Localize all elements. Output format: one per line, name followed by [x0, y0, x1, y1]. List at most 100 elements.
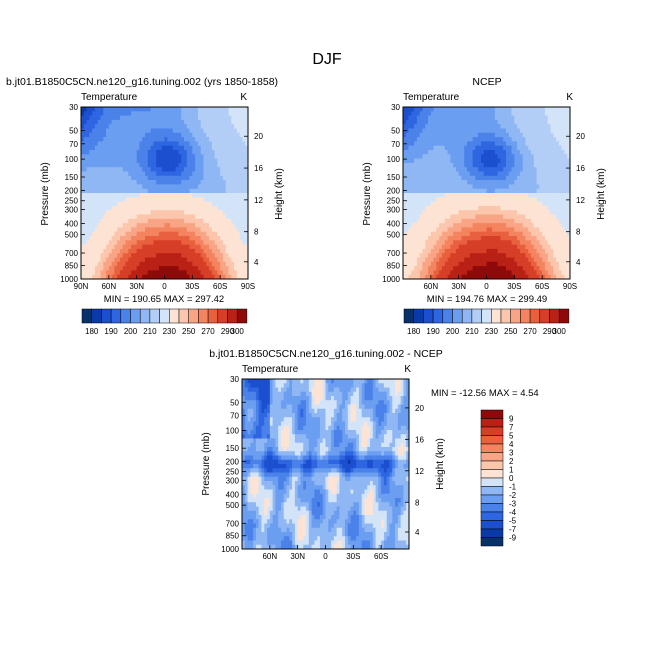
heatmap-cell [183, 132, 188, 138]
heatmap-cell [378, 379, 382, 384]
heatmap-cell [203, 253, 207, 258]
heatmap-cell [416, 162, 421, 168]
heatmap-cell [153, 231, 157, 237]
heatmap-cell [122, 145, 126, 151]
heatmap-cell [209, 167, 213, 172]
heatmap-cell [522, 184, 526, 190]
heatmap-cell [156, 257, 160, 263]
heatmap-cell [508, 248, 512, 254]
heatmap-cell [416, 210, 421, 215]
heatmap-cell [203, 145, 207, 151]
heatmap-cell [550, 236, 554, 241]
heatmap-cell [561, 201, 565, 207]
heatmap-cell [156, 158, 160, 164]
heatmap-cell [181, 107, 185, 112]
heatmap-cell [492, 107, 496, 112]
heatmap-cell [161, 124, 165, 129]
heatmap-cell [539, 236, 543, 241]
heatmap-cell [197, 175, 202, 181]
heatmap-cell [500, 158, 504, 164]
heatmap-cell [531, 201, 535, 207]
heatmap-cell [231, 175, 235, 181]
heatmap-cell [247, 383, 251, 388]
heatmap-cell [225, 171, 229, 177]
heatmap-cell [472, 158, 476, 164]
heatmap-cell [139, 253, 143, 258]
heatmap-cell [436, 223, 440, 228]
heatmap-cell [217, 167, 221, 172]
heatmap-cell [542, 197, 546, 202]
heatmap-cell [203, 244, 207, 250]
heatmap-cell [200, 115, 204, 121]
heatmap-cell [222, 270, 227, 276]
heatmap-cell [430, 167, 434, 172]
heatmap-cell [536, 266, 540, 271]
heatmap-cell [153, 193, 157, 198]
heatmap-cell [556, 107, 560, 112]
heatmap-cell [536, 141, 540, 147]
heatmap-cell [292, 379, 296, 384]
heatmap-cell [519, 137, 524, 142]
heatmap-cell [422, 193, 426, 198]
heatmap-cell [556, 240, 560, 245]
heatmap-cell [86, 128, 90, 134]
heatmap-cell [231, 171, 235, 177]
heatmap-cell [206, 253, 210, 258]
heatmap-cell [220, 214, 224, 220]
heatmap-cell [150, 111, 154, 116]
heatmap-cell [181, 132, 185, 138]
heatmap-cell [234, 119, 238, 125]
heatmap-cell [419, 248, 423, 254]
heatmap-cell [239, 223, 243, 228]
heatmap-cell [500, 167, 504, 172]
heatmap-cell [439, 167, 443, 172]
heatmap-cell [133, 193, 138, 198]
heatmap-cell [444, 218, 448, 224]
heatmap-cell [234, 240, 238, 245]
heatmap-cell [103, 248, 107, 254]
heatmap-cell [217, 266, 221, 271]
heatmap-cell [234, 236, 238, 241]
heatmap-cell [492, 274, 496, 280]
heatmap-cell [175, 210, 179, 215]
heatmap-cell [89, 201, 93, 207]
heatmap-cell [178, 158, 182, 164]
heatmap-cell [461, 145, 465, 151]
heatmap-cell [403, 231, 407, 237]
heatmap-cell [486, 132, 490, 138]
heatmap-cell [197, 197, 202, 202]
heatmap-cell [436, 154, 440, 159]
heatmap-cell [478, 188, 482, 194]
heatmap-cell [178, 244, 182, 250]
heatmap-cell [83, 111, 87, 116]
heatmap-cell [106, 253, 110, 258]
heatmap-cell [106, 119, 110, 125]
panel-subtitle: Temperature [242, 364, 299, 375]
heatmap-cell [89, 145, 93, 151]
heatmap-cell [550, 107, 554, 112]
heatmap-cell [492, 261, 496, 267]
heatmap-cell [128, 257, 132, 263]
heatmap-cell [197, 167, 202, 172]
heatmap-cell [436, 124, 440, 129]
heatmap-cell [86, 158, 90, 164]
heatmap-cell [458, 115, 462, 121]
heatmap-cell [489, 132, 493, 138]
heatmap-cell [564, 274, 568, 280]
heatmap-cell [397, 379, 401, 384]
heatmap-cell [494, 253, 498, 258]
heatmap-cell [142, 214, 146, 220]
heatmap-cell [195, 236, 199, 241]
heatmap-cell [242, 379, 246, 384]
heatmap-cell [539, 107, 543, 112]
heatmap-cell [89, 223, 93, 228]
heatmap-cell [539, 240, 543, 245]
heatmap-cell [497, 223, 501, 228]
heatmap-cell [486, 205, 490, 211]
heatmap-cell [564, 188, 568, 194]
heatmap-cell [145, 223, 149, 228]
heatmap-cell [147, 145, 151, 151]
heatmap-cell [139, 227, 143, 233]
heatmap-cell [533, 171, 537, 177]
heatmap-cell [511, 248, 515, 254]
